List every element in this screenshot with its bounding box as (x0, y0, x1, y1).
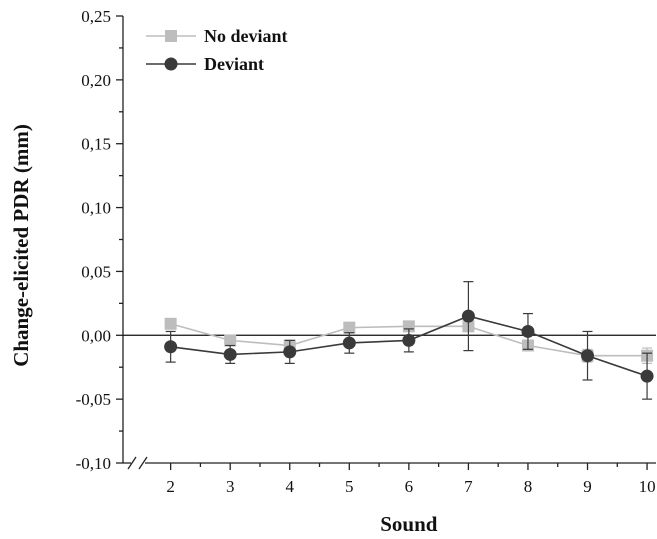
y-axis-title: Change-elicited PDR (mm) (9, 124, 33, 367)
legend-item: No deviant (146, 26, 288, 46)
y-tick-label: 0,10 (81, 199, 111, 218)
y-tick-label: -0,10 (76, 454, 111, 473)
x-axis-title: Sound (380, 512, 438, 536)
y-tick-label: 0,00 (81, 326, 111, 345)
data-point (640, 369, 654, 383)
legend: No deviant Deviant (146, 26, 288, 74)
y-tick-label: 0,20 (81, 71, 111, 90)
data-point (164, 340, 178, 354)
data-point (461, 309, 475, 323)
x-tick-label: 2 (166, 477, 175, 496)
x-tick-label: 6 (405, 477, 414, 496)
legend-item: Deviant (146, 54, 264, 74)
data-point (223, 347, 237, 361)
data-point (521, 324, 535, 338)
axis-break-mark (127, 456, 137, 470)
x-tick-label: 5 (345, 477, 354, 496)
axis-break-mark (138, 456, 148, 470)
x-tick-label: 7 (464, 477, 473, 496)
x-tick-label: 10 (639, 477, 656, 496)
y-tick-label: 0,05 (81, 262, 111, 281)
data-point (581, 349, 595, 363)
data-point (402, 333, 416, 347)
data-point (224, 334, 237, 347)
data-point (283, 345, 297, 359)
x-tick-label: 3 (226, 477, 235, 496)
x-tick-label: 4 (285, 477, 294, 496)
x-tick-label: 9 (583, 477, 592, 496)
series-deviant (164, 281, 654, 400)
x-axis: 2 3 4 5 6 7 8 9 10 (123, 334, 656, 496)
legend-label: Deviant (204, 54, 264, 74)
legend-marker (165, 30, 177, 42)
legend-marker (164, 57, 178, 71)
data-point (343, 321, 356, 334)
legend-label: No deviant (204, 26, 288, 46)
y-tick-label: 0,25 (81, 7, 111, 26)
y-tick-label: 0,15 (81, 135, 111, 154)
y-tick-label: -0,05 (76, 390, 111, 409)
data-point (342, 336, 356, 350)
series-layer (164, 281, 654, 400)
data-point (164, 317, 177, 330)
y-axis: -0,10 -0,05 0,00 0,05 0,10 0,15 0,20 0,25 (76, 7, 124, 473)
x-tick-label: 8 (524, 477, 533, 496)
